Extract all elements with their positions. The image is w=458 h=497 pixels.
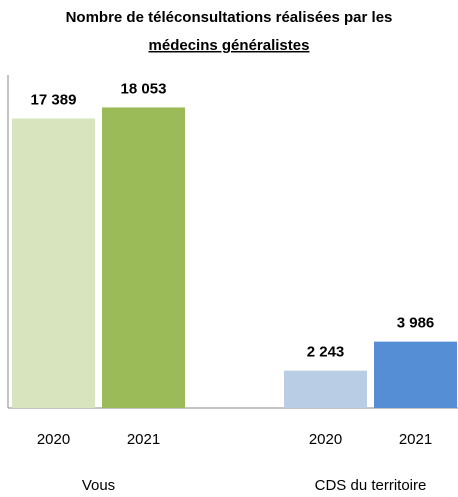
x-tick-label: 2021 xyxy=(127,431,160,448)
category-label: Vous xyxy=(82,477,115,494)
chart-title: médecins généralistes xyxy=(149,37,310,54)
value-label: 18 053 xyxy=(121,80,167,97)
bar xyxy=(374,341,457,408)
x-tick-label: 2020 xyxy=(309,431,342,448)
x-tick-label: 2021 xyxy=(399,431,432,448)
value-label: 3 986 xyxy=(397,315,435,332)
value-label: 17 389 xyxy=(31,91,77,108)
bar xyxy=(284,370,367,408)
value-label: 2 243 xyxy=(307,344,345,361)
category-label: CDS du territoire xyxy=(315,477,427,494)
bar xyxy=(102,107,185,409)
bar xyxy=(12,118,95,409)
chart-title: Nombre de téléconsultations réalisées pa… xyxy=(66,9,393,26)
x-tick-label: 2020 xyxy=(37,431,70,448)
